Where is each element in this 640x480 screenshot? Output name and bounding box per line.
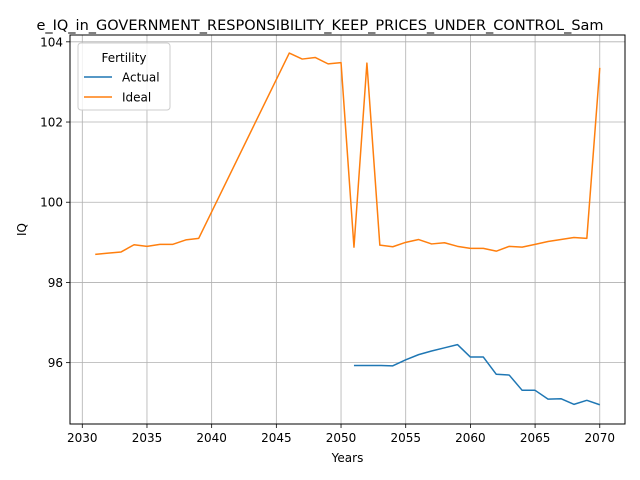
series-line-actual <box>353 343 601 406</box>
y-tick-label-98: 98 <box>48 276 63 290</box>
series-line-ideal <box>95 52 601 256</box>
legend: Fertility Actual Ideal <box>77 42 171 111</box>
x-tick-label-2030: 2030 <box>67 431 98 445</box>
x-tick-label-2035: 2035 <box>132 431 163 445</box>
chart-title: e_IQ_in_GOVERNMENT_RESPONSIBILITY_KEEP_P… <box>36 18 603 34</box>
y-axis: 96 98 100 102 104 <box>40 35 70 370</box>
x-tick-label-2045: 2045 <box>261 431 292 445</box>
y-tick-label-100: 100 <box>40 196 63 210</box>
series-lines <box>95 52 601 406</box>
x-tick-label-2070: 2070 <box>584 431 615 445</box>
x-tick-label-2065: 2065 <box>520 431 551 445</box>
y-tick-label-96: 96 <box>48 356 63 370</box>
y-axis-label: IQ <box>15 223 29 236</box>
grid-lines <box>70 35 625 424</box>
x-tick-label-2055: 2055 <box>390 431 421 445</box>
y-tick-label-104: 104 <box>40 35 63 49</box>
legend-box <box>77 42 171 111</box>
x-tick-label-2060: 2060 <box>455 431 486 445</box>
y-tick-label-102: 102 <box>40 116 63 130</box>
x-tick-label-2050: 2050 <box>326 431 357 445</box>
legend-label-ideal: Ideal <box>122 91 151 105</box>
legend-title: Fertility <box>101 51 146 65</box>
x-tick-label-2040: 2040 <box>196 431 227 445</box>
plot-frame <box>69 34 626 425</box>
x-axis-label: Years <box>331 451 364 465</box>
x-axis: 2030 2035 2040 2045 2050 2055 2060 2065 2070 <box>67 424 615 445</box>
legend-label-actual: Actual <box>122 71 160 85</box>
